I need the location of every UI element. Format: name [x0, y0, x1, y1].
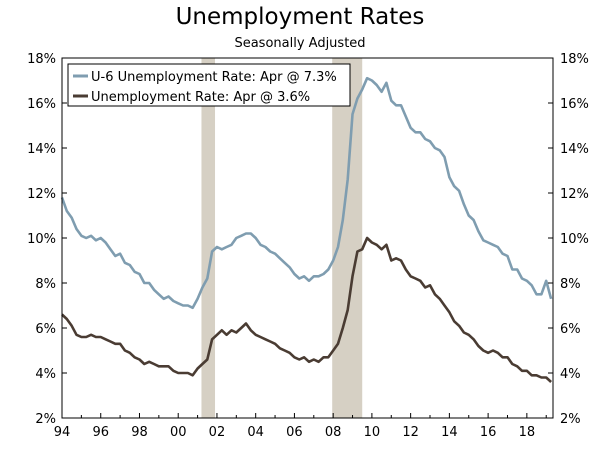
legend-box — [67, 63, 351, 107]
legend: U-6 Unemployment Rate: Apr @ 7.3% Unemplo… — [67, 63, 351, 107]
y-tick-label-left: 12% — [27, 187, 56, 202]
y-tick-label-right: 10% — [560, 232, 589, 247]
plot-area-frame — [61, 57, 554, 419]
u6-rate-line — [60, 76, 553, 310]
x-tick-label: 98 — [131, 425, 148, 440]
y-tick-label-left: 10% — [27, 232, 56, 247]
x-tick-label: 10 — [364, 425, 381, 440]
x-tick-label: 00 — [170, 425, 187, 440]
x-tick-label: 18 — [519, 425, 536, 440]
recession-band-1 — [201, 58, 216, 418]
y-tick-label-right: 2% — [560, 412, 581, 427]
y-tick-label-left: 18% — [27, 52, 56, 67]
axes: 2% 2% 4% 4% 6% 6% 8% 8% 10% 10% 12% 12% 14% 14% 16% 16%… — [27, 52, 589, 440]
recession-band-2 — [332, 58, 363, 418]
legend-label: U-6 Unemployment Rate: Apr @ 7.3% — [91, 70, 337, 85]
x-tick-label: 12 — [402, 425, 419, 440]
x-tick-label: 08 — [325, 425, 342, 440]
y-tick-label-left: 4% — [35, 367, 56, 382]
y-tick-label-right: 16% — [560, 97, 589, 112]
y-tick-label-left: 16% — [27, 97, 56, 112]
x-tick-label: 02 — [209, 425, 226, 440]
x-tick-label: 04 — [247, 425, 264, 440]
chart-title: Unemployment Rates — [175, 4, 425, 30]
chart-subtitle: Seasonally Adjusted — [234, 36, 366, 51]
y-tick-label-left: 8% — [35, 277, 56, 292]
y-tick-label-right: 4% — [560, 367, 581, 382]
y-tick-label-right: 6% — [560, 322, 581, 337]
legend-label: Unemployment Rate: Apr @ 3.6% — [91, 90, 310, 105]
y-tick-label-left: 6% — [35, 322, 56, 337]
y-tick-label-right: 14% — [560, 142, 589, 157]
unemployment-rate-line — [61, 236, 552, 383]
x-tick-label: 14 — [441, 425, 458, 440]
y-tick-label-right: 12% — [560, 187, 589, 202]
x-tick-label: 16 — [480, 425, 497, 440]
y-tick-label-right: 18% — [560, 52, 589, 67]
x-tick-label: 94 — [54, 425, 71, 440]
y-tick-label-left: 14% — [27, 142, 56, 157]
x-tick-label: 06 — [286, 425, 303, 440]
y-tick-label-right: 8% — [560, 277, 581, 292]
x-tick-label: 96 — [92, 425, 109, 440]
y-tick-label-left: 2% — [35, 412, 56, 427]
recession-bands — [201, 58, 363, 418]
series-layer — [60, 76, 553, 383]
